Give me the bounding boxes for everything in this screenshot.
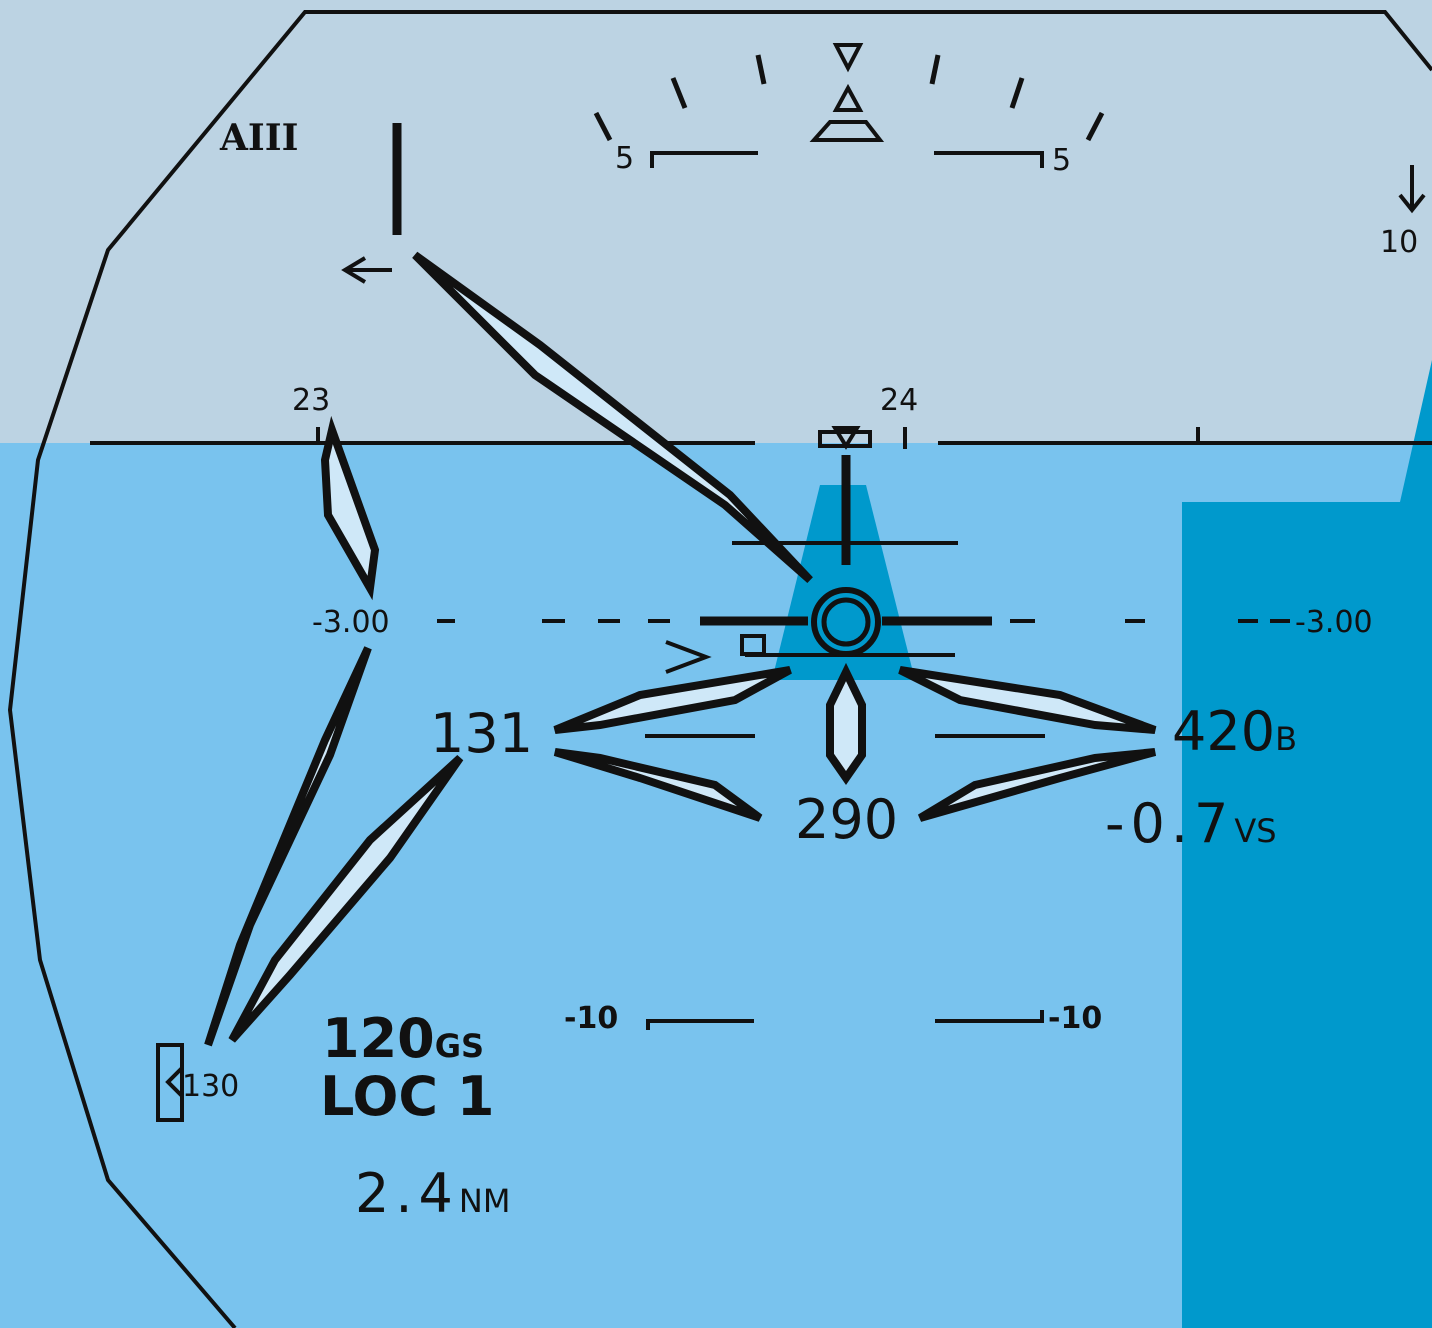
speed-bug-pointer: [165, 1066, 184, 1098]
callout: [553, 666, 792, 734]
callout: [320, 415, 380, 601]
distance-suffix: NM: [459, 1182, 511, 1220]
reference-label: -3.00: [312, 605, 390, 640]
callout: [826, 662, 866, 786]
pitch-label: -10: [1048, 1001, 1102, 1036]
display-outline: [7, 10, 1432, 1328]
mode-label: AIII: [219, 117, 298, 159]
heading-label: 23: [292, 383, 330, 418]
callout: [553, 748, 763, 822]
roll-pointer: [832, 43, 864, 73]
pitch-line: [935, 1010, 1044, 1023]
speed-bug-box: [156, 1043, 184, 1122]
arrow-down: [1398, 165, 1426, 214]
ground-speed-value: 120: [322, 1007, 435, 1070]
altitude: 420B: [1172, 700, 1297, 763]
pitch-label: 5: [615, 141, 634, 176]
reference-label: -3.00: [1295, 605, 1373, 640]
distance-value: 2.4: [355, 1162, 459, 1225]
pitch-line: [650, 151, 758, 168]
heading-value: 290: [795, 788, 898, 851]
airspeed: 131: [430, 702, 533, 765]
speed-chevron: [665, 640, 712, 674]
sky-pointer-base: [809, 120, 885, 142]
dark-panel: [1182, 360, 1432, 1328]
distance: 2.4NM: [355, 1162, 510, 1225]
ground-speed-suffix: GS: [435, 1027, 484, 1065]
pitch-label: 5: [1052, 143, 1071, 178]
callout: [898, 666, 1157, 734]
vertical-speed-value: -0.7: [1105, 792, 1234, 855]
localizer: LOC 1: [320, 1065, 494, 1128]
heading-pointer: [831, 426, 861, 450]
corner-value: 10: [1380, 225, 1418, 260]
vertical-speed-suffix: VS: [1234, 812, 1276, 850]
roll-scale: [593, 54, 1105, 142]
pitch-label: -10: [564, 1001, 618, 1036]
callout: [204, 646, 372, 1047]
altitude-suffix: B: [1275, 720, 1297, 758]
altitude-value: 420: [1172, 700, 1275, 763]
flight-director-box: [740, 634, 766, 656]
vertical-speed: -0.7VS: [1105, 792, 1277, 855]
callout: [228, 755, 464, 1043]
callout: [412, 251, 813, 583]
callout: [917, 748, 1157, 822]
speed-bug-label: 130: [182, 1069, 239, 1104]
pitch-line: [646, 1019, 754, 1030]
sky-pointer: [832, 83, 864, 112]
arrow-left: [341, 256, 392, 284]
heading-label: 24: [880, 383, 918, 418]
sky: [0, 0, 1432, 443]
ground-speed: 120GS: [322, 1007, 484, 1070]
flight-path-vector-inner: [821, 597, 871, 647]
pitch-line: [934, 151, 1044, 168]
